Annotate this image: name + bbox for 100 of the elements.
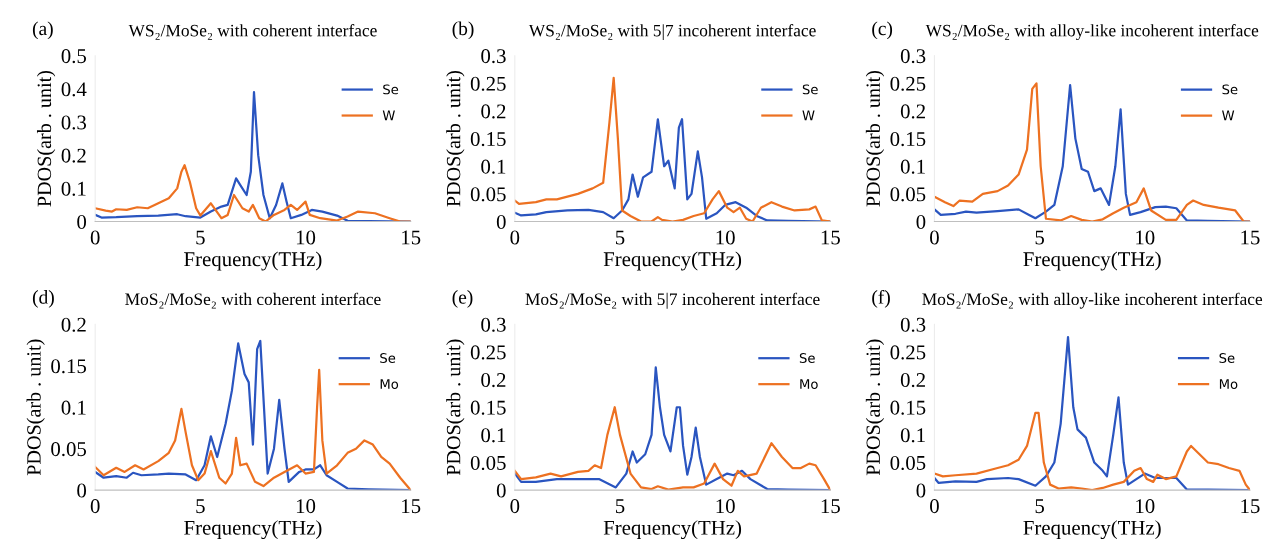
- y-tick-label: 0.1: [900, 159, 925, 174]
- chart-title: MoS₂/MoSe₂ with 5|7 incoherent interface: [525, 292, 820, 309]
- y-tick-label: 0.2: [900, 104, 925, 119]
- chart-title: WS₂/MoSe₂ with 5|7 incoherent interface: [528, 24, 816, 40]
- y-tick-label: 0: [496, 214, 506, 229]
- y-tick-label: 0.2: [481, 372, 506, 388]
- y-tick-label: 0.1: [61, 181, 86, 196]
- line-series: [514, 76, 831, 222]
- y-tick-label: 0.15: [470, 400, 506, 415]
- line-series: [934, 335, 1250, 491]
- y-axis-title: PDOS(arb . unit): [865, 70, 885, 207]
- legend-label: Se: [1222, 84, 1238, 95]
- x-tick-label: 5: [1035, 230, 1045, 245]
- y-tick-label: 0.2: [900, 372, 925, 388]
- y-tick-label: 0.2: [61, 148, 86, 163]
- y-tick-label: 0.3: [900, 317, 926, 332]
- y-tick-label: 0.05: [890, 187, 926, 202]
- text: (e): [452, 290, 473, 308]
- y-tick-label: 0.25: [470, 76, 506, 91]
- x-tick-label: 0: [90, 499, 100, 514]
- y-tick-label: 0.5: [61, 49, 87, 64]
- y-tick-label: 0: [496, 483, 506, 498]
- y-tick-label: 0: [916, 483, 926, 498]
- y-tick-label: 0.3: [900, 49, 926, 64]
- x-tick-label: 0: [510, 499, 520, 514]
- legend-label: Mo: [1219, 379, 1238, 389]
- y-tick-label: 0.25: [890, 76, 926, 91]
- x-axis-title: Frequency(THz): [1023, 251, 1161, 271]
- x-tick-label: 5: [615, 230, 625, 245]
- y-tick-label: 0.15: [470, 131, 506, 147]
- y-tick-label: 0.3: [61, 115, 87, 130]
- legend-label: Se: [1219, 353, 1235, 364]
- legend-label: Mo: [380, 379, 399, 389]
- x-tick-label: 5: [196, 499, 205, 514]
- legend-label: W: [802, 110, 815, 121]
- x-tick-label: 0: [510, 230, 520, 245]
- text: (f): [872, 289, 890, 308]
- y-tick-label: 0.15: [51, 359, 87, 374]
- y-tick-label: 0: [916, 214, 926, 229]
- y-tick-label: 0.05: [470, 455, 506, 471]
- line-series: [514, 406, 831, 491]
- legend-label: Se: [380, 353, 396, 364]
- y-tick-label: 0.25: [890, 345, 926, 360]
- y-tick-label: 0.4: [61, 82, 87, 97]
- chart-title: MoS₂/MoSe₂ with coherent interface: [125, 292, 381, 309]
- x-tick-label: 0: [930, 499, 939, 514]
- y-tick-label: 0.25: [470, 345, 506, 360]
- y-tick-label: 0.1: [481, 159, 506, 174]
- y-tick-label: 0: [77, 214, 87, 229]
- x-tick-label: 5: [1035, 499, 1045, 514]
- x-tick-label: 5: [615, 499, 625, 514]
- x-tick-label: 15: [821, 230, 840, 245]
- y-tick-label: 0.1: [481, 428, 506, 443]
- x-tick-label: 10: [1136, 499, 1155, 514]
- text: (d): [32, 290, 54, 308]
- text: (b): [452, 21, 474, 40]
- line-series: [934, 411, 1250, 491]
- chart-title: WS₂/MoSe₂ with coherent interface: [128, 24, 377, 40]
- chart-title: MoS₂/MoSe₂ with alloy-like incoherent interface: [922, 292, 1263, 309]
- legend-label: Se: [802, 84, 818, 95]
- legend-label: W: [1222, 110, 1235, 121]
- legend-label: W: [382, 110, 395, 121]
- x-tick-label: 5: [196, 230, 205, 245]
- y-tick-label: 0.15: [890, 131, 926, 147]
- y-axis-title: PDOS(arb . unit): [446, 339, 465, 476]
- line-series: [95, 164, 411, 222]
- text: (a): [32, 21, 53, 40]
- y-tick-label: 0.05: [470, 187, 506, 202]
- line-series: [514, 366, 831, 491]
- y-axis-title: PDOS(arb . unit): [36, 70, 56, 207]
- y-tick-label: 0.05: [51, 442, 87, 457]
- x-tick-label: 10: [296, 230, 316, 245]
- x-axis-title: Frequency(THz): [1023, 520, 1161, 540]
- x-tick-label: 15: [1241, 499, 1260, 514]
- y-tick-label: 0.3: [481, 317, 506, 332]
- y-tick-label: 0: [77, 483, 87, 498]
- x-tick-label: 10: [296, 499, 316, 514]
- x-tick-label: 15: [402, 230, 421, 245]
- x-tick-label: 15: [402, 499, 421, 514]
- x-tick-label: 15: [1241, 230, 1260, 245]
- x-axis-title: Frequency(THz): [184, 251, 322, 271]
- x-tick-label: 10: [716, 499, 735, 514]
- line-series: [95, 339, 411, 491]
- legend-label: Se: [799, 353, 815, 364]
- x-tick-label: 15: [821, 499, 840, 514]
- x-tick-label: 0: [90, 230, 100, 245]
- y-tick-label: 0.3: [481, 49, 506, 64]
- y-tick-label: 0.2: [61, 317, 86, 332]
- y-tick-label: 0.1: [900, 428, 925, 443]
- x-axis-title: Frequency(THz): [603, 520, 742, 540]
- y-tick-label: 0.15: [890, 400, 926, 415]
- x-axis-title: Frequency(THz): [603, 251, 742, 271]
- line-series: [95, 368, 411, 491]
- y-tick-label: 0.1: [61, 400, 86, 415]
- y-axis-title: PDOS(arb . unit): [446, 70, 465, 207]
- x-tick-label: 10: [1136, 230, 1155, 245]
- y-axis-title: PDOS(arb . unit): [865, 339, 885, 476]
- legend-label: Mo: [800, 379, 818, 389]
- legend-label: Se: [383, 84, 399, 95]
- y-tick-label: 0.2: [481, 104, 506, 119]
